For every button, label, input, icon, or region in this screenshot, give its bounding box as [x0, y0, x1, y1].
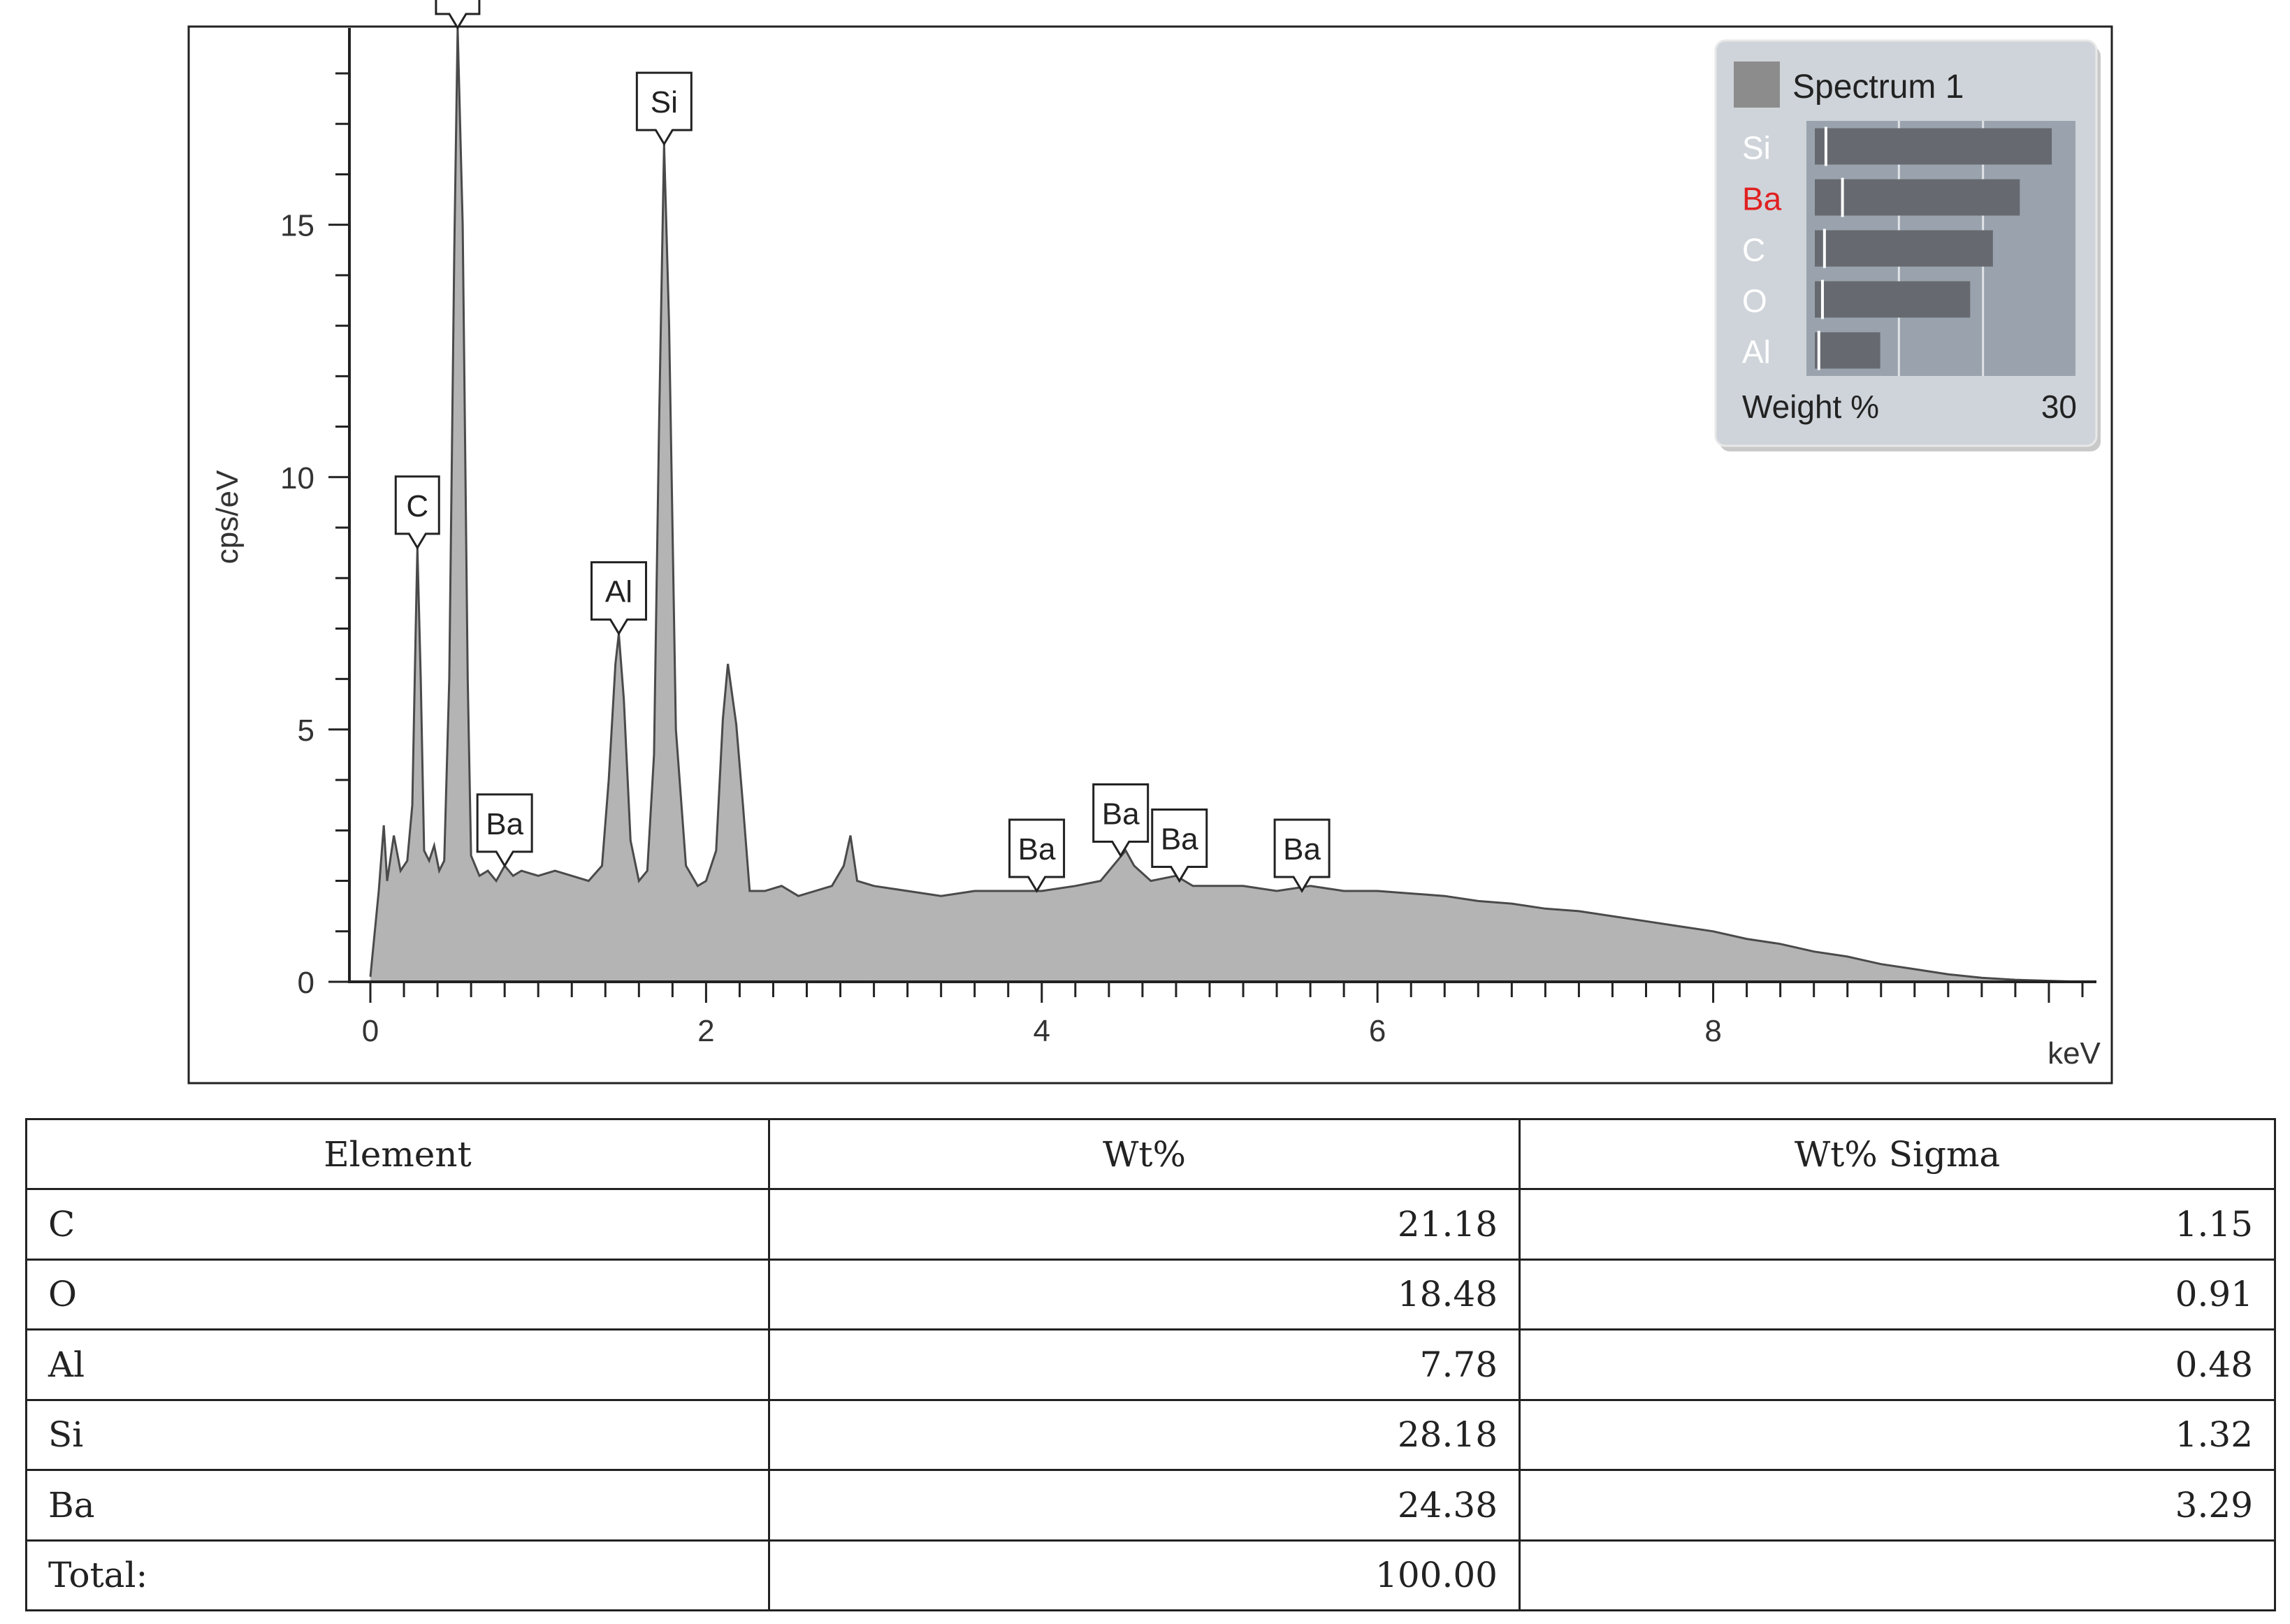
- peak-label-o: O: [435, 0, 481, 30]
- table-row: Si 28.18 1.32: [25, 1398, 2276, 1471]
- peak-label-text: Si: [651, 85, 678, 119]
- inset-bar-al: [1815, 332, 1880, 369]
- table-row: Al 7.78 0.48: [25, 1328, 2276, 1401]
- peak-label-text: Al: [605, 575, 632, 609]
- inset-bar-label: Ba: [1742, 181, 1782, 217]
- inset-axis-label: Weight %: [1742, 389, 1879, 425]
- peak-label-box: [1273, 818, 1331, 893]
- peak-label-box: [590, 561, 647, 636]
- cell-sigma: 1.15: [1519, 1188, 2276, 1261]
- table-row: C 21.18 1.15: [25, 1188, 2276, 1261]
- peak-label-text: C: [406, 489, 428, 523]
- cell-total-wt: 100.00: [768, 1539, 1521, 1611]
- peak-label-box: [435, 0, 481, 30]
- cell-element: O: [25, 1258, 770, 1331]
- weight-percent-inset: Spectrum 1 Si Ba CO Al Weight % 30: [1714, 39, 2101, 451]
- peak-label-al: Al: [590, 561, 647, 636]
- inset-bar-label: C: [1742, 232, 1765, 268]
- cell-wt: 28.18: [768, 1398, 1521, 1471]
- table-row: Ba 24.38 3.29: [25, 1469, 2276, 1542]
- peak-label-box: [394, 475, 440, 550]
- spectrum-area: [370, 28, 2082, 982]
- peak-label-ba: Ba: [476, 793, 533, 868]
- peak-label-text: Ba: [1161, 822, 1198, 857]
- cell-element: Ba: [25, 1469, 770, 1542]
- x-tick-label: 2: [697, 1014, 714, 1048]
- cell-element: Al: [25, 1328, 770, 1401]
- header-wt-sigma: Wt% Sigma: [1519, 1118, 2276, 1190]
- inset-bar-label: Si: [1742, 130, 1771, 166]
- inset-bar-si: [1815, 128, 2052, 165]
- cell-element: C: [25, 1188, 770, 1261]
- y-tick-label: 5: [298, 713, 314, 748]
- cell-wt: 24.38: [768, 1469, 1521, 1542]
- spectrum-swatch: [1734, 61, 1780, 108]
- peak-label-box: [1092, 783, 1150, 858]
- cell-total-label: Total:: [25, 1539, 770, 1611]
- cell-wt: 7.78: [768, 1328, 1521, 1401]
- y-tick-label: 15: [280, 209, 314, 243]
- x-tick-label: 0: [362, 1014, 379, 1048]
- peak-label-box: [635, 71, 693, 147]
- inset-title: Spectrum 1: [1792, 68, 1964, 106]
- x-tick-label: 6: [1369, 1014, 1386, 1048]
- cell-sigma: 1.32: [1519, 1398, 2276, 1471]
- x-tick-label: 8: [1704, 1014, 1721, 1048]
- y-tick-label: 0: [298, 966, 314, 1000]
- spectrum-line: [369, 27, 2083, 983]
- x-tick-label: 4: [1034, 1014, 1050, 1048]
- inset-axis-max: 30: [2041, 389, 2077, 425]
- inset-bar-c: [1815, 230, 1993, 267]
- y-axis-label: cps/eV: [210, 470, 245, 564]
- cell-element: Si: [25, 1398, 770, 1471]
- peak-label-ba: Ba: [1273, 818, 1331, 893]
- cell-wt: 21.18: [768, 1188, 1521, 1261]
- header-element: Element: [25, 1118, 770, 1190]
- peak-label-text: Ba: [486, 807, 523, 841]
- peak-label-ba: Ba: [1008, 818, 1066, 893]
- peak-label-box: [1008, 818, 1066, 893]
- inset-bar-label: O: [1742, 283, 1767, 319]
- peak-label-box: [476, 793, 533, 868]
- peak-label-c: C: [394, 475, 440, 550]
- table-row: O 18.48 0.91: [25, 1258, 2276, 1331]
- peak-label-box: [1151, 809, 1208, 883]
- peak-label-text: Ba: [1018, 832, 1056, 867]
- cell-total-sigma: [1519, 1539, 2276, 1611]
- y-tick-label: 10: [280, 461, 314, 495]
- table-row-total: Total: 100.00: [25, 1539, 2276, 1611]
- cell-wt: 18.48: [768, 1258, 1521, 1331]
- cell-sigma: 3.29: [1519, 1469, 2276, 1542]
- inset-bar-label: Al: [1742, 334, 1771, 370]
- peak-label-ba: Ba: [1151, 809, 1208, 883]
- header-wt: Wt%: [768, 1118, 1521, 1190]
- peak-label-text: Ba: [1102, 797, 1140, 831]
- x-axis-label: keV: [2048, 1036, 2101, 1071]
- peak-label-text: O: [446, 0, 470, 3]
- peak-label-text: Ba: [1283, 832, 1321, 867]
- inset-bar-ba: [1815, 179, 2020, 216]
- peak-label-si: Si: [635, 71, 693, 147]
- peak-label-ba: Ba: [1092, 783, 1150, 858]
- inset-bar-o: [1815, 281, 1971, 318]
- cell-sigma: 0.48: [1519, 1328, 2276, 1401]
- cell-sigma: 0.91: [1519, 1258, 2276, 1331]
- composition-table: Element Wt% Wt% Sigma C 21.18 1.15 O 18.…: [25, 1118, 2276, 1611]
- table-header-row: Element Wt% Wt% Sigma: [25, 1118, 2276, 1190]
